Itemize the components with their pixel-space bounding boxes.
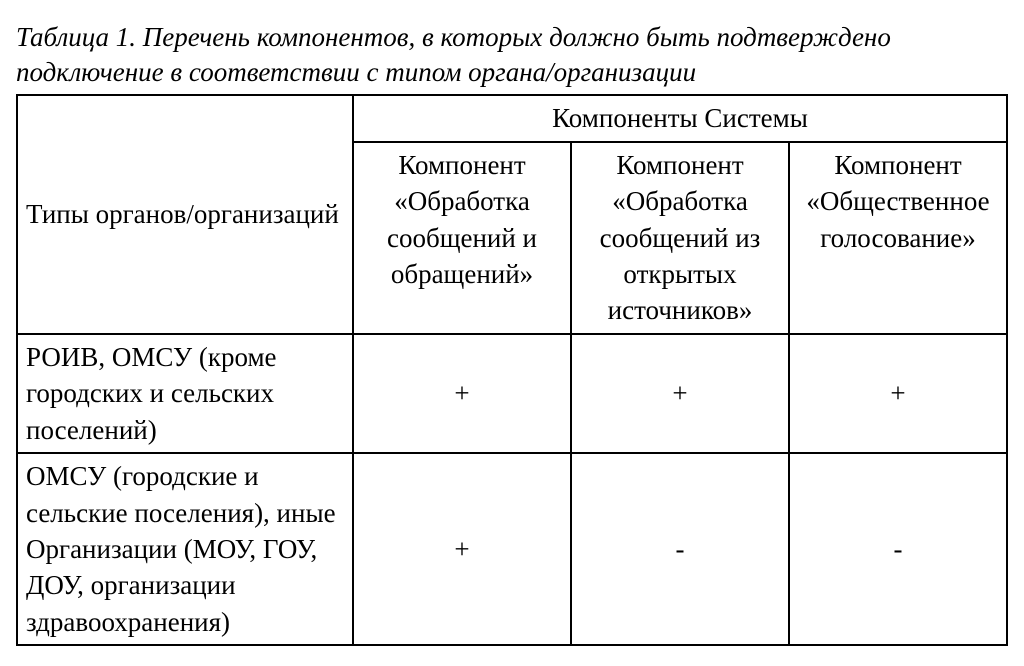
row-header: Типы органов/организаций <box>17 95 353 334</box>
cell-1-0: + <box>353 453 571 645</box>
col-header-0: Компонент «Обработка сообщений и обращен… <box>353 142 571 334</box>
col-header-1: Компонент «Обработка сообщений из открыт… <box>571 142 789 334</box>
table-row: РОИВ, ОМСУ (кроме городских и сельских п… <box>17 334 1007 453</box>
cell-0-2: + <box>789 334 1007 453</box>
cell-1-2: - <box>789 453 1007 645</box>
group-header: Компоненты Системы <box>353 95 1007 141</box>
row-label-0: РОИВ, ОМСУ (кроме городских и сельских п… <box>17 334 353 453</box>
cell-1-1: - <box>571 453 789 645</box>
cell-0-0: + <box>353 334 571 453</box>
row-label-1: ОМСУ (городские и сельские поселения), и… <box>17 453 353 645</box>
cell-0-1: + <box>571 334 789 453</box>
col-header-2: Компонент «Общественное голосование» <box>789 142 1007 334</box>
table-row: ОМСУ (городские и сельские поселения), и… <box>17 453 1007 645</box>
table-caption: Таблица 1. Перечень компонентов, в котор… <box>16 20 1008 90</box>
components-table: Типы органов/организаций Компоненты Сист… <box>16 94 1008 646</box>
table-header-row-1: Типы органов/организаций Компоненты Сист… <box>17 95 1007 141</box>
